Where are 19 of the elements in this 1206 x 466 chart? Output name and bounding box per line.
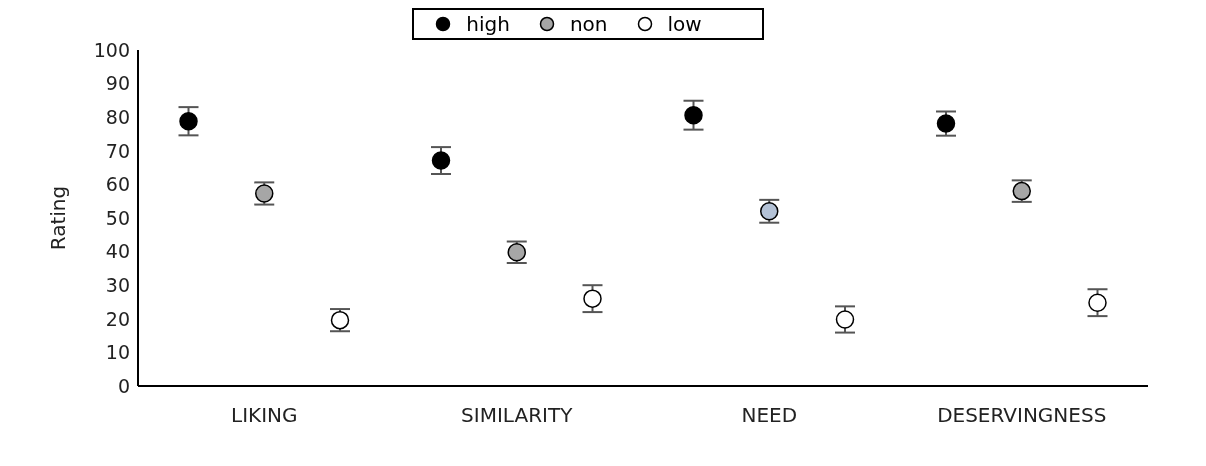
y-tick-label: 90 bbox=[105, 72, 130, 95]
y-axis-title: Rating bbox=[46, 185, 71, 251]
y-tick-label: 80 bbox=[105, 105, 130, 128]
y-tick-label: 20 bbox=[105, 307, 130, 330]
y-tick-label: 30 bbox=[105, 273, 130, 296]
x-tick-label: NEED bbox=[741, 403, 798, 428]
y-tick-label: 10 bbox=[105, 341, 130, 364]
y-tick-label: 0 bbox=[117, 374, 130, 397]
y-tick-label: 40 bbox=[105, 240, 130, 263]
x-tick-label: SIMILARITY bbox=[461, 403, 574, 428]
x-tick-label: DESERVINGNESS bbox=[937, 403, 1107, 428]
y-tick-label: 100 bbox=[93, 38, 130, 61]
y-tick-label: 50 bbox=[105, 206, 130, 229]
y-tick-label: 70 bbox=[105, 139, 130, 162]
y-tick-label: 60 bbox=[105, 173, 130, 196]
legend-label: low bbox=[667, 12, 702, 36]
legend-label: non bbox=[569, 12, 608, 36]
legend-label: high bbox=[466, 12, 510, 36]
x-tick-label: LIKING bbox=[230, 403, 298, 428]
